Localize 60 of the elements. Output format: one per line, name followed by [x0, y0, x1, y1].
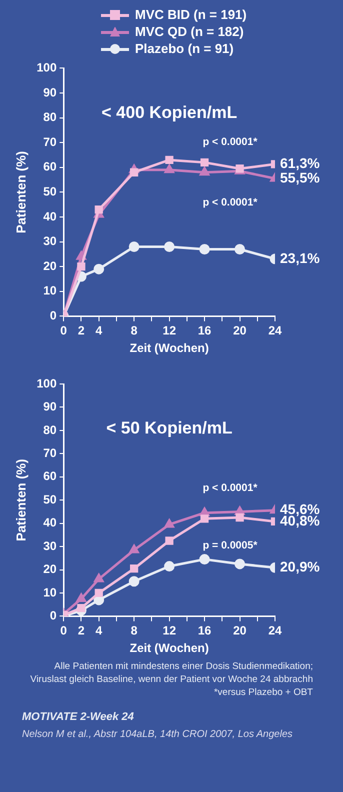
text: < 400 Kopien/mL [102, 102, 238, 122]
data-label: 61,3% [280, 155, 320, 172]
y-tick-label: 10 [43, 284, 57, 298]
x-tick-label: 0 [60, 624, 68, 638]
x-tick-label: 24 [268, 624, 282, 638]
y-tick-label: 60 [43, 469, 57, 484]
y-tick-label: 90 [43, 85, 57, 100]
y-tick-label: 60 [43, 160, 57, 174]
y-tick-label: 90 [43, 400, 57, 414]
x-tick-label: 16 [198, 624, 212, 638]
x-tick-label: 12 [162, 324, 176, 338]
x-axis-title: Zeit (Wochen) [130, 641, 209, 656]
annotation: p < 0.0001* [202, 482, 258, 494]
y-tick-label: 10 [43, 585, 57, 600]
y-tick-label: 50 [43, 492, 57, 506]
y-tick-label: 20 [43, 258, 57, 273]
x-tick-label: 4 [96, 324, 103, 338]
y-axis-title: Patienten (%) [13, 151, 28, 234]
data-label: 20,9% [280, 558, 320, 575]
x-tick-label: 4 [96, 624, 103, 638]
legend-label: MVC QD (n = 182) [135, 24, 244, 39]
y-axis-title: Patienten (%) [13, 458, 28, 542]
y-tick-label: 40 [43, 209, 57, 224]
y-tick-label: 100 [36, 60, 57, 75]
y-tick-label: 80 [43, 422, 57, 437]
y-tick-label: 0 [50, 608, 57, 623]
text: MOTIVATE 2-Week 24 [21, 710, 135, 724]
y-tick-label: 0 [50, 308, 57, 323]
y-tick-label: 100 [36, 376, 57, 390]
x-tick-label: 12 [162, 624, 176, 638]
y-tick-label: 70 [43, 134, 57, 149]
x-tick-label: 2 [78, 324, 85, 338]
x-tick-label: 8 [130, 624, 138, 638]
x-tick-label: 16 [198, 324, 212, 338]
x-tick-label: 20 [233, 324, 247, 338]
text: Nelson M et al., Abstr 104aLB, 14th CROI 2007, Los Angeles [21, 728, 294, 741]
y-tick-label: 50 [43, 184, 57, 199]
annotation: p < 0.0001* [202, 136, 258, 148]
x-tick-label: 20 [233, 624, 247, 638]
text: Alle Patienten mit mindestens einer Dosis Studienmedikation; [53, 660, 314, 673]
y-tick-label: 30 [43, 538, 57, 553]
data-label: 55,5% [280, 169, 320, 186]
text: Viruslast gleich Baseline, wenn der Patient vor Woche 24 abbrachh [29, 673, 314, 686]
text: *versus Plazebo + OBT [212, 686, 314, 699]
annotation: p = 0.0005* [202, 539, 258, 552]
legend-label: MVC BID (n = 191) [135, 7, 247, 22]
y-tick-label: 30 [43, 234, 57, 248]
y-tick-label: 70 [43, 446, 57, 460]
x-tick-label: 2 [78, 624, 85, 638]
y-tick-label: 80 [43, 110, 57, 124]
y-tick-label: 20 [43, 562, 57, 576]
y-tick-label: 40 [43, 516, 57, 530]
x-axis-title: Zeit (Wochen) [130, 341, 209, 356]
x-tick-label: 24 [268, 324, 282, 338]
annotation: p < 0.0001* [202, 196, 258, 208]
data-label: 23,1% [280, 250, 320, 266]
text: < 50 Kopien/mL [106, 418, 232, 438]
x-tick-label: 0 [60, 324, 68, 338]
legend-label: Plazebo (n = 91) [135, 41, 234, 56]
x-tick-label: 8 [130, 324, 138, 338]
